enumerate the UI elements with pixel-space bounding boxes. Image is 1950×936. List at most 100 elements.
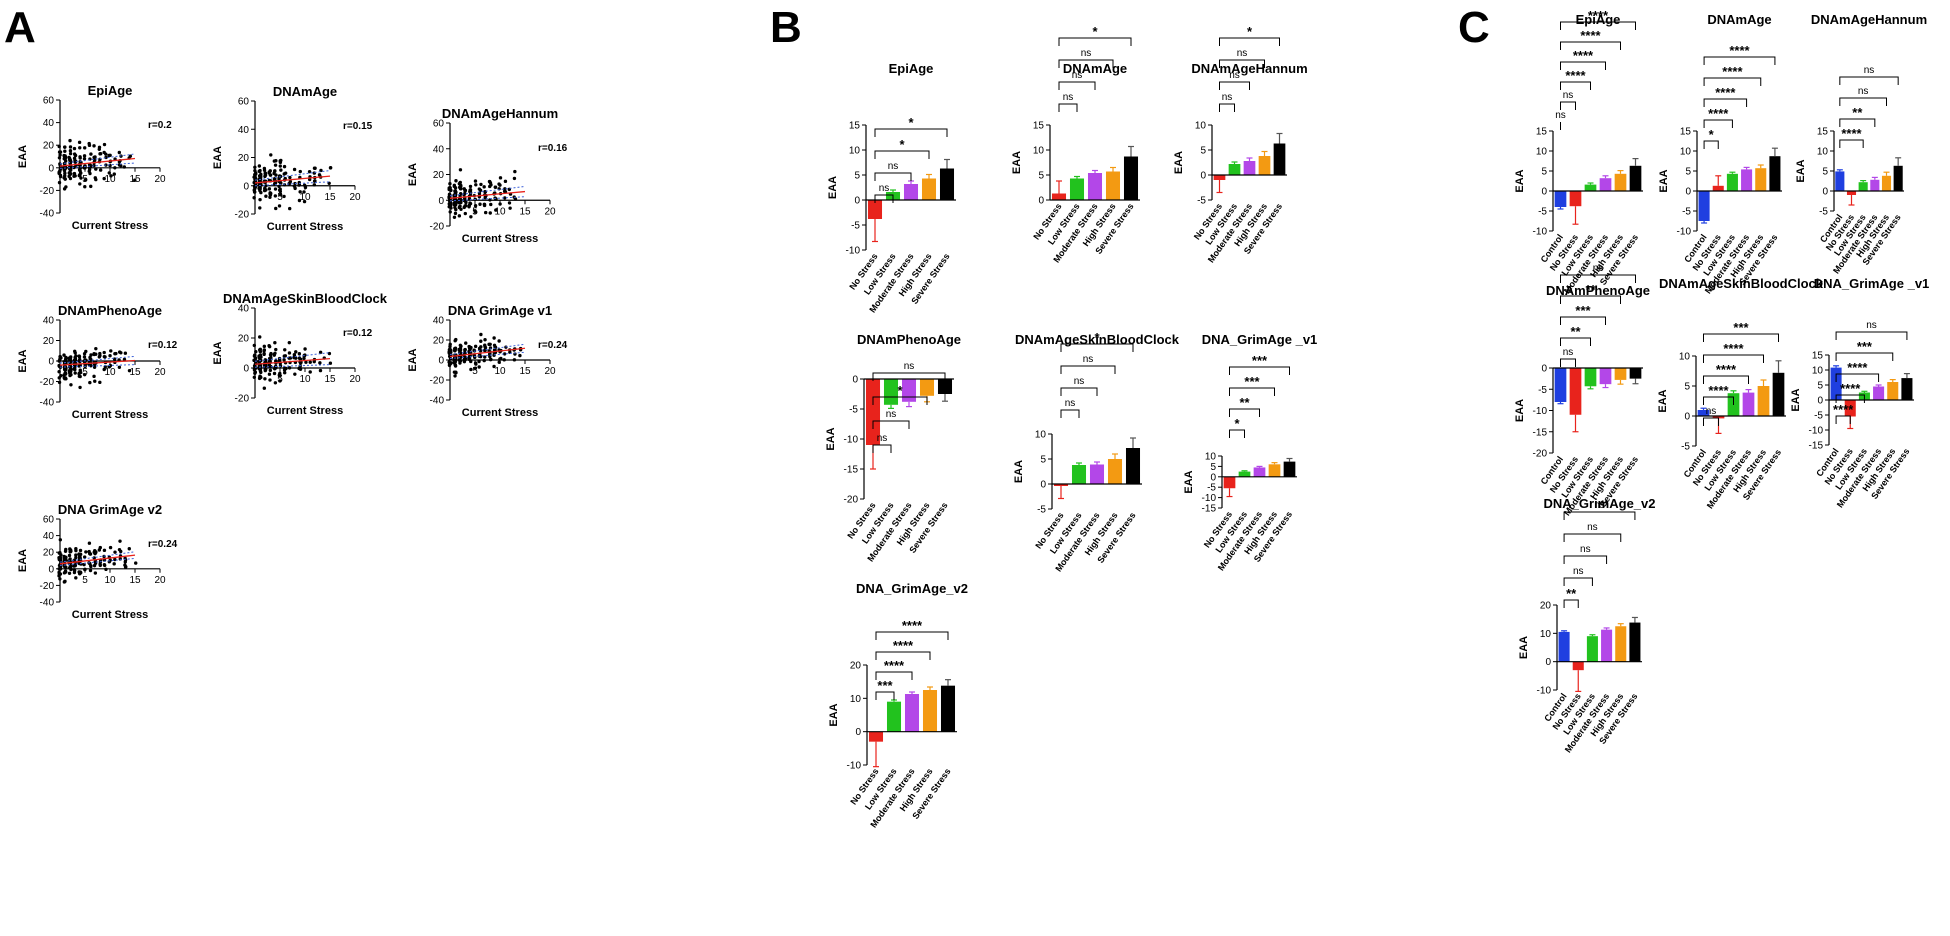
bar: [1268, 464, 1281, 477]
chart-title: DNAmAge: [1707, 12, 1771, 27]
significance-label: ****: [1723, 341, 1744, 356]
data-point: [452, 202, 457, 207]
y-axis-label: EAA: [1657, 389, 1669, 412]
bar: [1087, 173, 1103, 200]
data-point: [282, 183, 287, 187]
significance-bracket: [1703, 119, 1733, 128]
data-point: [278, 358, 282, 363]
correlation-label: r=0.24: [538, 340, 568, 351]
y-tick-label: 20: [433, 336, 445, 347]
data-point: [68, 176, 73, 181]
data-point: [478, 202, 482, 206]
x-tick-label: 20: [544, 366, 556, 377]
data-point: [477, 187, 482, 191]
data-point: [302, 190, 306, 194]
confidence-band-lower: [254, 181, 331, 187]
data-point: [292, 354, 297, 359]
significance-bracket: [1839, 139, 1864, 148]
data-point: [453, 359, 458, 364]
data-point: [92, 144, 96, 148]
significance-bracket: [1560, 316, 1606, 325]
significance-label: *: [1234, 416, 1240, 431]
data-point: [263, 173, 268, 177]
data-point: [258, 206, 262, 210]
data-point: [448, 181, 452, 186]
data-point: [273, 351, 277, 355]
y-tick-label: -5: [851, 221, 860, 232]
data-point: [79, 562, 83, 566]
significance-label: ns: [1864, 65, 1875, 76]
bar: [868, 731, 884, 742]
data-point: [78, 374, 82, 379]
data-point: [308, 360, 312, 364]
data-point: [62, 353, 66, 357]
y-tick-label: -10: [1202, 493, 1217, 504]
data-point: [274, 347, 278, 352]
data-point: [127, 368, 132, 373]
bar: [1258, 156, 1271, 175]
data-point: [108, 558, 112, 562]
data-point: [508, 206, 512, 210]
y-tick-label: 20: [43, 336, 55, 347]
y-axis-label: EAA: [1518, 636, 1530, 659]
bar: [1712, 416, 1725, 419]
data-point: [63, 555, 67, 560]
y-tick-label: -5: [1197, 196, 1206, 207]
significance-bracket: [874, 194, 894, 203]
y-axis-label: EAA: [17, 145, 29, 168]
y-tick-label: 60: [43, 96, 55, 107]
significance-label: ****: [1565, 68, 1586, 83]
significance-bracket: [1835, 352, 1894, 361]
data-point: [62, 367, 67, 372]
significance-bracket: [872, 444, 892, 453]
bar: [886, 701, 902, 732]
data-point: [283, 371, 287, 375]
bar: [1243, 161, 1256, 175]
data-point: [268, 173, 273, 177]
data-point: [298, 169, 302, 174]
significance-bracket: [874, 172, 912, 181]
data-point: [254, 350, 258, 354]
data-point: [503, 196, 507, 200]
data-point: [59, 374, 63, 378]
data-point: [263, 377, 267, 381]
significance-label: ****: [884, 658, 905, 673]
scatter-chart-2: DNAmAge -20 0 20 40 60 5 10 15 20 EAA Current Stres…: [212, 84, 373, 233]
data-point: [292, 167, 297, 172]
significance-label: **: [1570, 324, 1581, 339]
data-point: [489, 183, 493, 187]
data-point: [474, 183, 478, 187]
data-point: [493, 185, 497, 189]
significance-bracket: [875, 651, 931, 660]
bar: [1273, 143, 1286, 175]
bar: [1554, 368, 1567, 402]
data-point: [518, 353, 522, 358]
data-point: [278, 159, 282, 163]
significance-bracket: [875, 631, 949, 640]
significance-bracket: [1058, 59, 1114, 68]
data-point: [303, 185, 308, 190]
data-point: [294, 350, 298, 354]
significance-label: ns: [1081, 48, 1092, 59]
significance-label: ****: [1708, 383, 1729, 398]
data-point: [512, 176, 517, 181]
data-point: [477, 365, 481, 369]
y-axis-label: EAA: [1658, 169, 1670, 192]
y-tick-label: 0: [1200, 171, 1206, 182]
data-point: [453, 374, 457, 378]
regression-line: [59, 554, 136, 565]
bar: [1558, 631, 1570, 662]
data-point: [258, 185, 262, 190]
data-point: [264, 194, 268, 198]
data-point: [327, 351, 332, 356]
significance-bracket: [1560, 358, 1576, 367]
y-tick-label: 0: [1541, 364, 1547, 375]
regression-line: [59, 157, 136, 167]
data-point: [267, 344, 272, 349]
y-tick-label: -10: [1533, 406, 1548, 417]
data-point: [512, 358, 517, 362]
data-point: [123, 351, 128, 355]
x-axis-label: Current Stress: [72, 609, 148, 621]
x-tick-label: 20: [544, 206, 556, 217]
y-tick-label: 0: [243, 364, 249, 375]
